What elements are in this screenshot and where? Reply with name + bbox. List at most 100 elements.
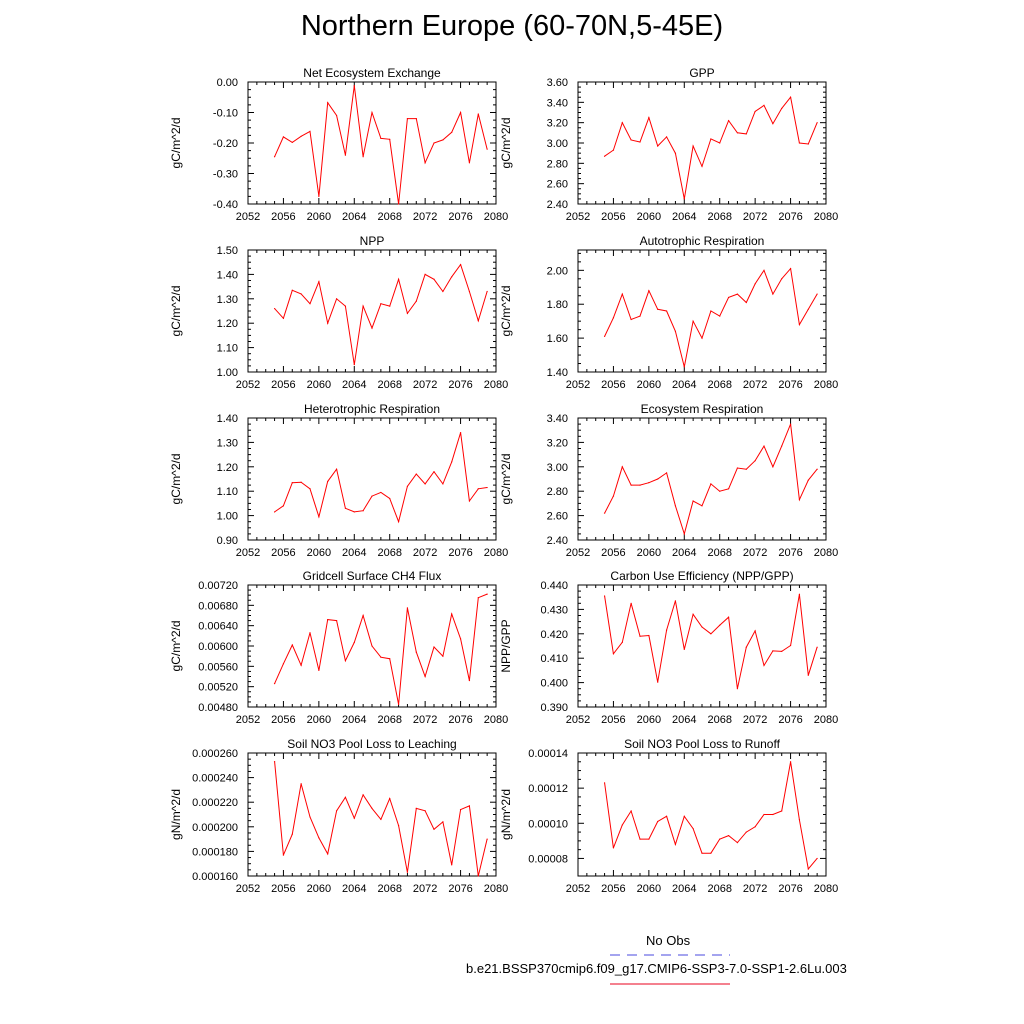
data-point [477,597,479,599]
x-tick-label: 2076 [448,714,472,726]
data-point [424,810,426,812]
x-tick-label: 2056 [271,883,295,895]
x-tick-label: 2076 [448,547,472,559]
data-point [309,816,311,818]
data-point [380,137,382,140]
y-tick-label: 0.00720 [198,580,238,592]
y-axis-label: gN/m^2/d [499,789,513,840]
data-point [798,323,801,326]
data-point [683,648,685,651]
panel-title: Carbon Use Efficiency (NPP/GPP) [610,569,793,583]
data-point [486,148,488,150]
data-point [406,485,409,487]
y-tick-label: 3.00 [547,462,568,474]
data-point [415,118,417,120]
data-point [816,293,818,295]
data-point [291,482,293,484]
data-point [442,290,444,293]
y-tick-label: 1.30 [217,437,238,449]
data-point [406,312,409,315]
data-point [665,629,668,631]
panel-npp: NPP gC/m^2/d 2052 2056 2060 2064 2068 2072 2076 2… [169,234,508,391]
series-line [274,263,488,365]
data-point [781,650,783,652]
data-point [300,293,302,295]
data-point [424,483,426,485]
x-tick-label: 2072 [743,547,767,559]
y-tick-label: 0.410 [540,653,568,665]
data-point [727,488,730,490]
data-point [451,276,453,278]
x-tick-label: 2076 [778,714,802,726]
data-point [674,152,677,154]
data-point [300,135,302,137]
y-tick-label: 0.00480 [198,702,238,714]
data-point [701,165,703,167]
y-axis-label: gC/m^2/d [499,454,513,505]
data-point [353,85,355,87]
x-tick-label: 2064 [672,714,696,726]
data-point [621,641,623,643]
data-point [710,310,712,312]
data-point [639,484,641,486]
data-point [415,807,417,809]
y-tick-label: 0.00520 [198,682,238,694]
y-tick-label: 1.40 [217,413,238,425]
y-tick-label: 0.430 [540,604,568,616]
panel-soil-no3-pool-loss-to-leaching: Soil NO3 Pool Loss to Leaching gN/m^2/d 20… [169,737,508,895]
y-axis-label: gC/m^2/d [169,118,183,169]
data-point [424,675,426,678]
data-point [710,138,712,140]
y-tick-label: 1.40 [547,367,568,379]
x-tick-label: 2068 [377,714,401,726]
data-point [648,838,650,840]
data-point [648,116,650,119]
data-point [442,483,444,485]
data-point [477,113,479,115]
series-line [604,423,818,536]
y-axis-label: NPP/GPP [499,619,513,672]
panel-heterotrophic-respiration: Heterotrophic Respiration gC/m^2/d 2052 205… [169,402,508,559]
data-point [353,511,355,513]
panel-ecosystem-respiration: Ecosystem Respiration gC/m^2/d 2052 2056 206… [499,402,838,559]
data-point [781,278,783,280]
x-tick-label: 2064 [672,883,696,895]
data-point [621,824,623,826]
data-point [389,305,391,307]
x-tick-label: 2060 [637,211,661,223]
data-point [291,289,293,291]
data-point [621,293,623,295]
data-point [719,624,721,626]
data-point [710,852,712,854]
y-tick-label: 0.000200 [192,822,238,834]
data-point [816,468,818,470]
y-tick-label: 0.440 [540,580,568,592]
data-point [282,663,285,665]
data-point [371,495,373,497]
y-tick-label: 3.60 [547,77,568,89]
y-tick-label: 1.10 [217,486,238,498]
data-point [612,317,615,319]
data-point [781,445,783,447]
data-point [327,853,329,855]
plot-frame [247,417,497,541]
data-point [486,290,488,293]
data-point [789,423,792,425]
panel-title: Autotrophic Respiration [640,234,765,248]
data-point [273,307,276,310]
x-tick-label: 2080 [814,379,838,391]
data-point [344,796,347,798]
data-point [736,132,739,134]
data-point [442,139,444,141]
data-point [486,486,488,489]
data-point [335,619,338,622]
x-tick-label: 2056 [271,547,295,559]
panel-title: Heterotrophic Respiration [304,402,440,416]
data-point [781,810,783,812]
data-point [406,607,409,609]
data-point [433,278,435,280]
x-tick-label: 2072 [413,211,437,223]
x-tick-label: 2080 [484,547,508,559]
y-tick-label: 1.30 [217,294,238,306]
data-point [789,96,792,98]
